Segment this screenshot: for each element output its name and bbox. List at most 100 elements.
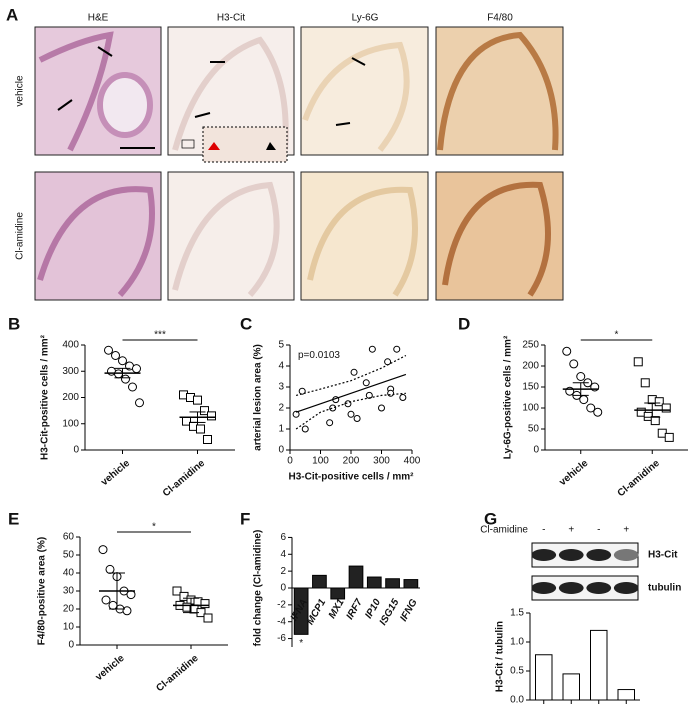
tissue — [37, 31, 559, 297]
dot — [98, 545, 108, 555]
y-tick-label: -2 — [277, 599, 286, 610]
x-tick-label: Cl-amidine — [154, 653, 201, 695]
x-tick-label: MX1 — [327, 597, 347, 621]
y-tick-label: 0 — [73, 445, 79, 456]
dot — [664, 432, 674, 442]
point — [378, 404, 385, 412]
y-axis-label: H3-Cit / tubulin — [495, 621, 506, 692]
y-axis-label: F4/80-positive area (%) — [37, 537, 48, 645]
y-axis-label: Ly-6G-positive cells / mm² — [503, 335, 514, 459]
y-tick-label: 3 — [278, 382, 284, 393]
dot — [118, 356, 127, 366]
y-tick-label: 4 — [278, 361, 284, 372]
y-tick-label: 150 — [522, 382, 539, 393]
treatment-sign: + — [568, 525, 574, 536]
dot — [654, 397, 664, 407]
dot — [114, 369, 123, 379]
x-tick-label: Cl-amidine — [161, 458, 208, 500]
y-tick-label: 300 — [62, 366, 79, 377]
treatment-sign: - — [542, 525, 545, 536]
dot — [593, 407, 603, 417]
dot — [640, 378, 650, 388]
dot — [104, 345, 113, 355]
y-tick-label: 2 — [280, 566, 286, 577]
y-tick-label: 6 — [280, 532, 286, 543]
panel-label: E — [8, 509, 19, 528]
y-tick-label: 1 — [278, 424, 284, 435]
y-axis-label: fold change (Cl-amidine) — [253, 530, 264, 647]
y-tick-label: 250 — [522, 340, 539, 351]
treatment-sign: - — [597, 525, 600, 536]
dot — [562, 346, 572, 356]
y-tick-label: -6 — [277, 633, 286, 644]
dot — [128, 382, 137, 392]
point — [362, 379, 370, 387]
bar — [385, 578, 400, 589]
bar — [312, 574, 327, 589]
dot — [196, 424, 205, 434]
dot — [203, 435, 212, 444]
y-tick-label: 0.5 — [510, 666, 524, 677]
inset — [202, 126, 288, 163]
y-axis-label: H3-Cit-positive cells / mm² — [40, 334, 51, 460]
y-tick-label: -4 — [277, 616, 286, 627]
dot — [132, 364, 141, 374]
x-tick-label: 200 — [343, 456, 360, 467]
x-tick-label: 300 — [373, 456, 390, 467]
panel-label: G — [484, 509, 497, 528]
significance: * — [152, 522, 156, 533]
y-tick-label: 40 — [63, 568, 75, 579]
y-tick-label: 0 — [533, 445, 539, 456]
blot-label: tubulin — [648, 583, 681, 594]
point — [298, 387, 306, 395]
y-tick-label: 50 — [528, 424, 540, 435]
y-tick-label: 0 — [278, 445, 284, 456]
blot-band — [531, 549, 557, 561]
bar — [562, 673, 580, 701]
y-tick-label: 30 — [63, 586, 75, 597]
x-tick-label: 100 — [312, 456, 329, 467]
blot-band — [558, 582, 584, 594]
y-tick-label: 1.5 — [510, 608, 524, 619]
dot — [203, 613, 213, 623]
point — [353, 415, 361, 422]
confidence-band — [295, 354, 407, 396]
dot — [122, 606, 132, 616]
dot — [172, 586, 182, 596]
y-tick-label: 0.0 — [510, 695, 524, 706]
point — [326, 419, 334, 427]
bar — [330, 587, 346, 600]
y-tick-label: 100 — [522, 403, 539, 414]
y-tick-label: 400 — [62, 340, 79, 351]
y-tick-label: 100 — [62, 418, 79, 429]
dot — [126, 590, 136, 600]
dot — [193, 395, 202, 405]
y-tick-label: 20 — [63, 604, 75, 615]
annotation: * — [299, 638, 303, 649]
dot — [650, 416, 660, 426]
dot — [111, 351, 120, 360]
column-title: H3-Cit — [217, 13, 246, 24]
treatment-label: Cl-amidine — [480, 525, 528, 536]
panel-label: D — [458, 314, 470, 333]
y-axis-label: arterial lesion area (%) — [253, 344, 264, 451]
point — [384, 358, 392, 366]
bar — [293, 587, 309, 635]
point — [301, 425, 309, 433]
column-title: Ly-6G — [352, 13, 379, 24]
inset-source — [181, 139, 195, 149]
x-tick-label: IFNG — [398, 597, 420, 623]
row-title: vehicle — [15, 75, 26, 107]
point — [350, 368, 358, 376]
y-tick-label: 10 — [63, 622, 75, 633]
point — [368, 345, 376, 353]
panel-label: F — [240, 509, 250, 528]
column-title: F4/80 — [487, 13, 513, 24]
micrograph — [435, 26, 564, 156]
x-tick-label: ISG15 — [378, 597, 402, 627]
y-tick-label: 60 — [63, 532, 75, 543]
significance: * — [615, 330, 619, 341]
dot — [576, 372, 586, 381]
x-tick-label: 0 — [287, 456, 293, 467]
